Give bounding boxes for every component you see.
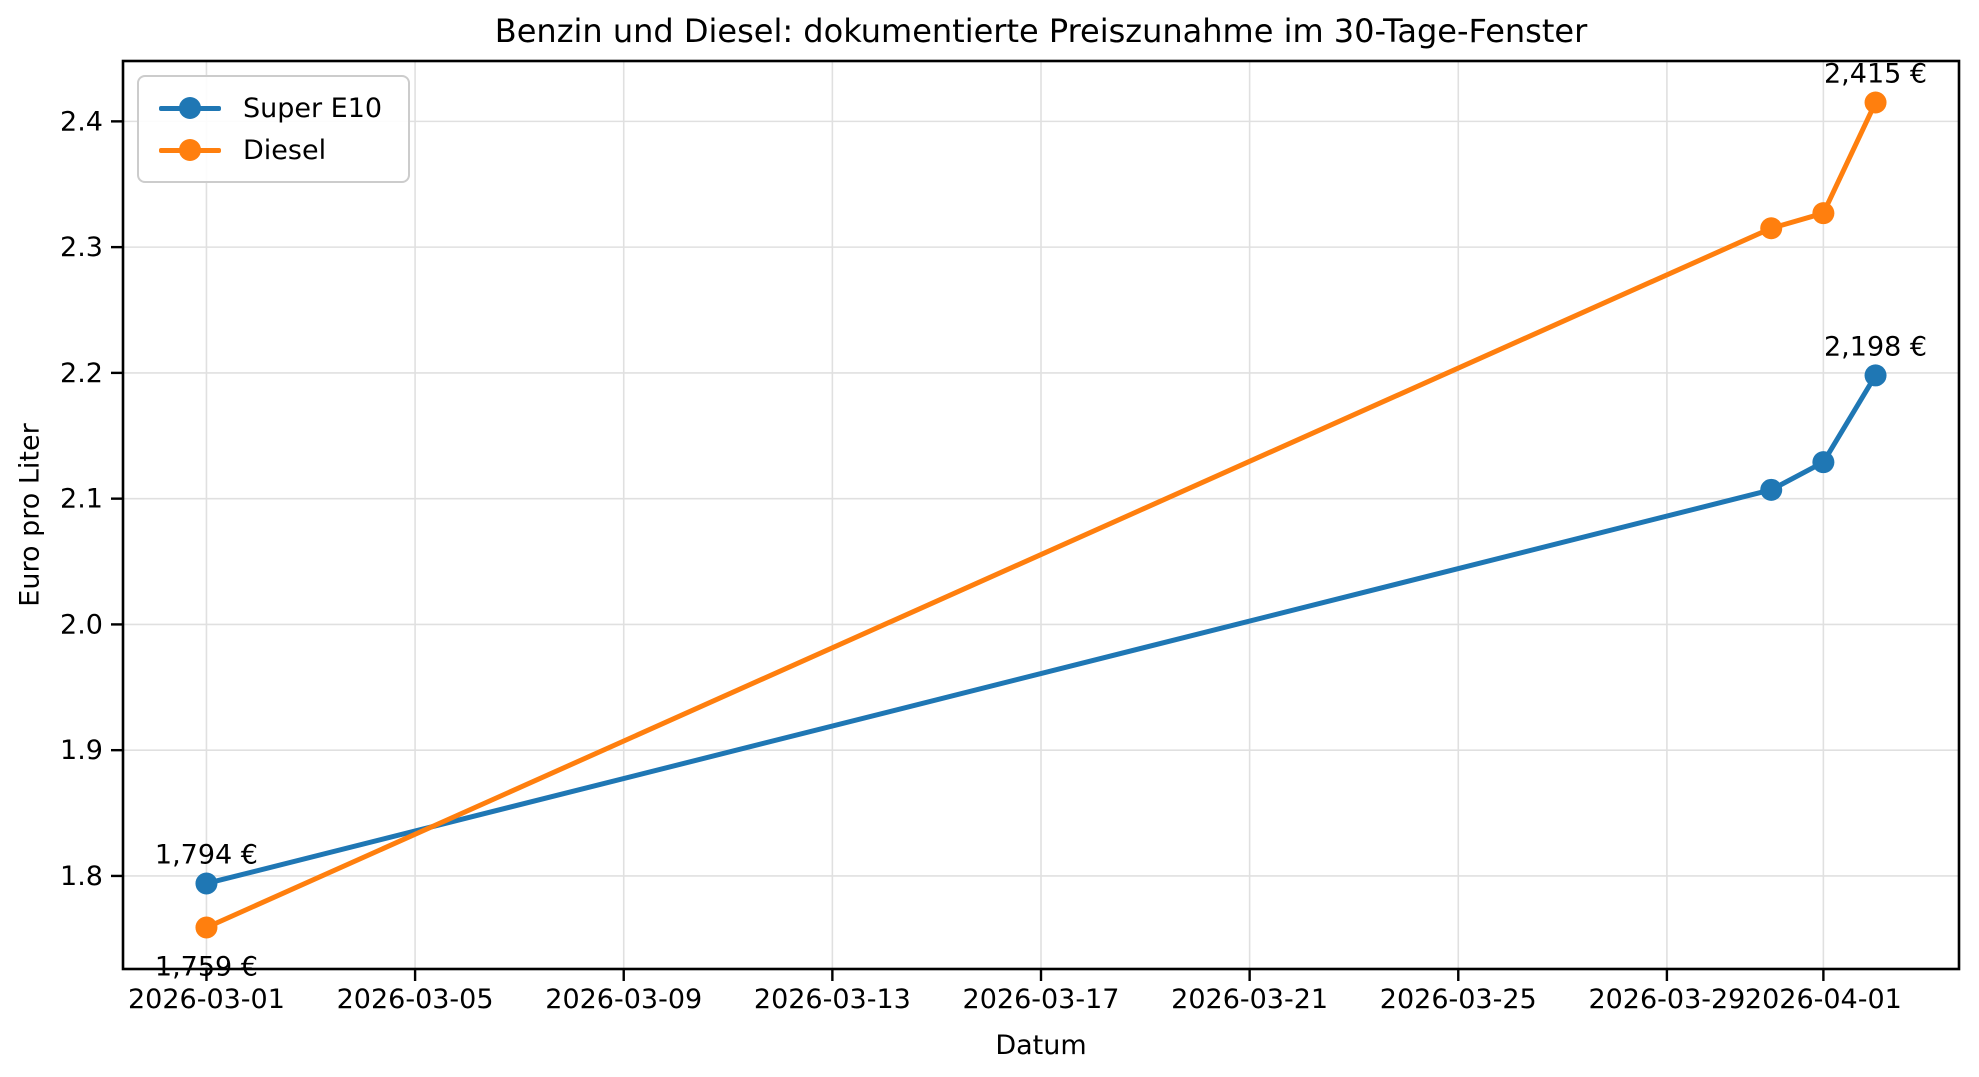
chart-title: Benzin und Diesel: dokumentierte Preiszu… xyxy=(494,12,1588,50)
legend-item-label: Super E10 xyxy=(243,92,383,124)
y-tick-label: 2.3 xyxy=(60,232,103,263)
y-tick-label: 1.8 xyxy=(60,861,103,892)
data-point-diesel xyxy=(195,916,218,939)
x-tick-label: 2026-03-17 xyxy=(963,984,1120,1015)
annotation-label: 1,759 € xyxy=(155,951,258,982)
data-point-super-e10 xyxy=(1812,451,1835,474)
x-tick-label: 2026-03-25 xyxy=(1380,984,1537,1015)
x-axis-label: Datum xyxy=(995,1030,1087,1061)
legend-line-marker-sample xyxy=(159,97,221,119)
legend-dot-icon xyxy=(179,139,201,161)
annotation-label: 1,794 € xyxy=(155,839,258,870)
x-tick-label: 2026-03-21 xyxy=(1171,984,1328,1015)
legend-item-label: Diesel xyxy=(243,134,327,166)
legend-item-super-e10: Super E10 xyxy=(159,87,382,129)
y-axis-label: Euro pro Liter xyxy=(14,423,46,607)
y-tick-label: 1.9 xyxy=(60,735,103,766)
data-point-super-e10 xyxy=(1864,364,1887,387)
legend-line-marker-sample xyxy=(159,139,221,161)
x-tick-label: 2026-03-13 xyxy=(754,984,911,1015)
x-tick-label: 2026-03-09 xyxy=(545,984,702,1015)
annotation-label: 2,415 € xyxy=(1824,59,1927,90)
x-tick-label: 2026-03-29 xyxy=(1588,984,1745,1015)
y-tick-label: 2.2 xyxy=(60,358,103,389)
series-line-diesel xyxy=(203,100,1879,930)
series-line-super-e10 xyxy=(203,372,1879,886)
data-point-diesel xyxy=(1760,217,1783,240)
data-point-diesel xyxy=(1812,202,1835,225)
x-tick-label: 2026-03-05 xyxy=(337,984,494,1015)
data-point-super-e10 xyxy=(195,872,218,895)
x-tick-label: 2026-03-01 xyxy=(128,984,285,1015)
y-tick-label: 2.4 xyxy=(60,106,103,137)
legend-item-diesel: Diesel xyxy=(159,129,382,171)
y-tick-label: 2.1 xyxy=(60,484,103,515)
data-point-diesel xyxy=(1864,91,1887,114)
legend-dot-icon xyxy=(179,97,201,119)
y-tick-label: 2.0 xyxy=(60,609,103,640)
x-tick-label: 2026-04-01 xyxy=(1745,984,1902,1015)
legend: Super E10 Diesel xyxy=(137,75,411,183)
data-point-super-e10 xyxy=(1760,478,1783,501)
annotation-label: 2,198 € xyxy=(1824,331,1927,362)
